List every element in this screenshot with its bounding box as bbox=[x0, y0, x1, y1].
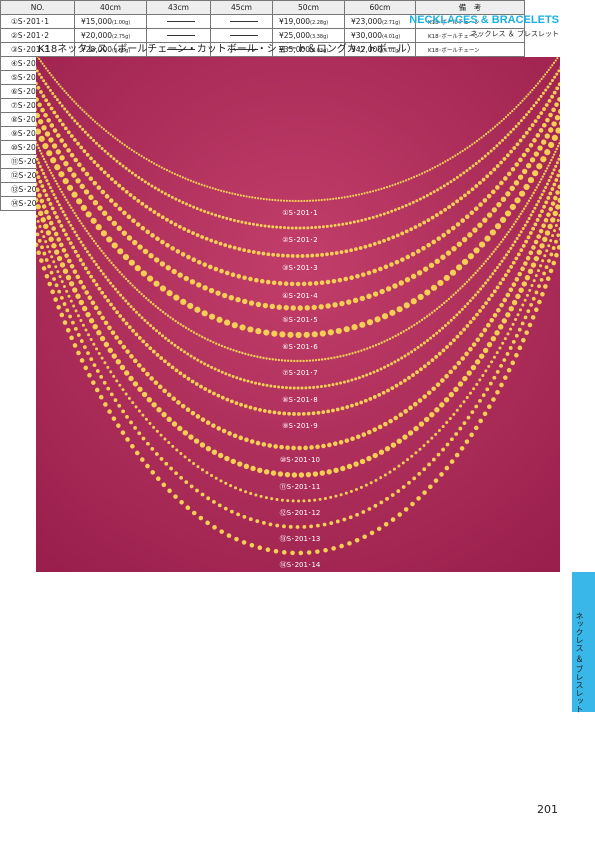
weight: (2.71g) bbox=[382, 20, 401, 26]
column-header: 40cm bbox=[74, 0, 147, 15]
price: ¥15,000 bbox=[81, 17, 113, 26]
chain bbox=[36, 65, 560, 230]
product-photo: ①S･201･1 ②S･201･2 ③S･201･3 ④S･201･4 ⑤S･201･5… bbox=[36, 57, 560, 572]
weight: (1.00g) bbox=[112, 20, 131, 26]
weight: (5.03g) bbox=[310, 48, 329, 54]
price-cell bbox=[146, 14, 211, 29]
photo-background bbox=[36, 57, 560, 572]
chain bbox=[36, 79, 560, 258]
chain-label: ⑥S･201･6 bbox=[282, 343, 318, 351]
chain-label: ④S･201･4 bbox=[282, 292, 318, 300]
price-cell: ¥19,000(2.28g) bbox=[272, 14, 345, 29]
chain bbox=[36, 236, 560, 556]
chain bbox=[36, 192, 560, 478]
chain bbox=[36, 223, 560, 529]
side-tab bbox=[572, 572, 595, 712]
page-title: K18ネックレス（ボールチェーン・カットボール・ショート＆ロングカットボール） bbox=[38, 44, 417, 55]
weight: (4.01g) bbox=[382, 34, 401, 40]
weight: (2.75g) bbox=[112, 34, 131, 40]
note: K18･ボールチェーン bbox=[415, 42, 525, 57]
chain bbox=[36, 106, 560, 311]
chain-label: ⑧S･201･8 bbox=[282, 396, 318, 404]
chain-label: ②S･201･2 bbox=[282, 236, 318, 244]
header-title: NECKLACES & BRACELETS bbox=[409, 14, 559, 26]
price-cell: ¥23,000(2.71g) bbox=[344, 14, 416, 29]
header-subtitle: ネックレス ＆ ブレスレット bbox=[470, 30, 559, 38]
price: ¥23,000 bbox=[351, 17, 383, 26]
empty-dash bbox=[229, 21, 258, 22]
empty-dash bbox=[166, 21, 195, 22]
weight: (3.85g) bbox=[112, 48, 131, 54]
price: ¥28,000 bbox=[81, 45, 113, 54]
chain-label: ⑩S･201･10 bbox=[280, 456, 320, 464]
price-cell: ¥30,000(4.01g) bbox=[344, 28, 416, 43]
column-header: 50cm bbox=[272, 0, 345, 15]
chain bbox=[36, 210, 560, 503]
price: ¥42,000 bbox=[351, 45, 383, 54]
column-header: 備 考 bbox=[415, 0, 525, 15]
price-cell: ¥15,000(1.00g) bbox=[74, 14, 147, 29]
chain-label: ⑭S･201･14 bbox=[280, 561, 321, 569]
chain bbox=[36, 120, 560, 338]
chain-label: ⑦S･201･7 bbox=[282, 369, 318, 377]
chain bbox=[36, 166, 560, 416]
price: ¥35,000 bbox=[279, 45, 311, 54]
column-header: 45cm bbox=[210, 0, 273, 15]
chain-label: ③S･201･3 bbox=[282, 264, 318, 272]
empty-dash bbox=[166, 35, 195, 36]
chain bbox=[36, 93, 560, 287]
chain bbox=[36, 57, 560, 203]
weight: (2.28g) bbox=[310, 20, 329, 26]
empty-dash bbox=[166, 49, 195, 50]
item-number: ①S･201･1 bbox=[0, 14, 75, 29]
weight: (6.01g) bbox=[382, 48, 401, 54]
price: ¥30,000 bbox=[351, 31, 383, 40]
side-tab-label: ネックレス ＆ ブレスレット bbox=[575, 612, 584, 714]
chain-label: ⑬S･201･13 bbox=[280, 535, 321, 543]
price-cell bbox=[210, 14, 273, 29]
price: ¥20,000 bbox=[81, 31, 113, 40]
chain bbox=[36, 179, 560, 451]
chain-label: ⑫S･201･12 bbox=[280, 509, 321, 517]
table-header: NO. 40cm 43cm 45cm 50cm 60cm 備 考 bbox=[0, 0, 525, 15]
chain-label: ⑤S･201･5 bbox=[282, 316, 318, 324]
chain bbox=[36, 138, 560, 362]
chain bbox=[36, 152, 560, 390]
chain-label: ⑪S･201･11 bbox=[280, 483, 321, 491]
column-header: NO. bbox=[0, 0, 75, 15]
empty-dash bbox=[229, 35, 258, 36]
column-header: 60cm bbox=[344, 0, 416, 15]
column-header: 43cm bbox=[146, 0, 211, 15]
weight: (3.38g) bbox=[310, 34, 329, 40]
table-row: ①S･201･1 ¥15,000(1.00g) ¥19,000(2.28g) ¥23,… bbox=[0, 14, 525, 29]
price-cell: ¥42,000(6.01g) bbox=[344, 42, 416, 57]
empty-dash bbox=[229, 49, 258, 50]
table-row: ③S･201･3 ¥28,000(3.85g) ¥35,000(5.03g) ¥42,… bbox=[0, 42, 525, 57]
price-cell: ¥35,000(5.03g) bbox=[272, 42, 345, 57]
chain-label: ①S･201･1 bbox=[282, 209, 318, 217]
price: ¥25,000 bbox=[279, 31, 311, 40]
chain-label: ⑨S･201･9 bbox=[282, 422, 318, 430]
page-number: 201 bbox=[537, 803, 558, 816]
price: ¥19,000 bbox=[279, 17, 311, 26]
